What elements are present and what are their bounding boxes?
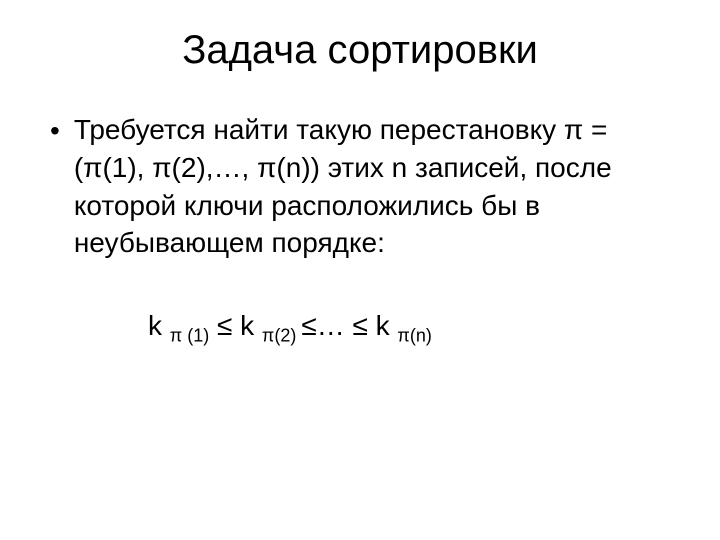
formula-le1: ≤ k [209,310,262,341]
formula-sub3: π(n) [397,326,431,346]
formula-sub1: π (1) [170,326,209,346]
body-text: Требуется найти такую перестановку π = (… [74,111,672,262]
bullet-item: • Требуется найти такую перестановку π =… [48,111,672,262]
slide-container: Задача сортировки • Требуется найти таку… [0,0,720,540]
formula-le2: ≤… ≤ k [301,310,397,341]
formula: k π (1) ≤ k π(2) ≤… ≤ k π(n) [148,310,672,342]
bullet-marker: • [50,111,60,150]
formula-sub2: π(2) [262,326,301,346]
formula-k1: k [148,310,170,341]
slide-title: Задача сортировки [48,28,672,73]
